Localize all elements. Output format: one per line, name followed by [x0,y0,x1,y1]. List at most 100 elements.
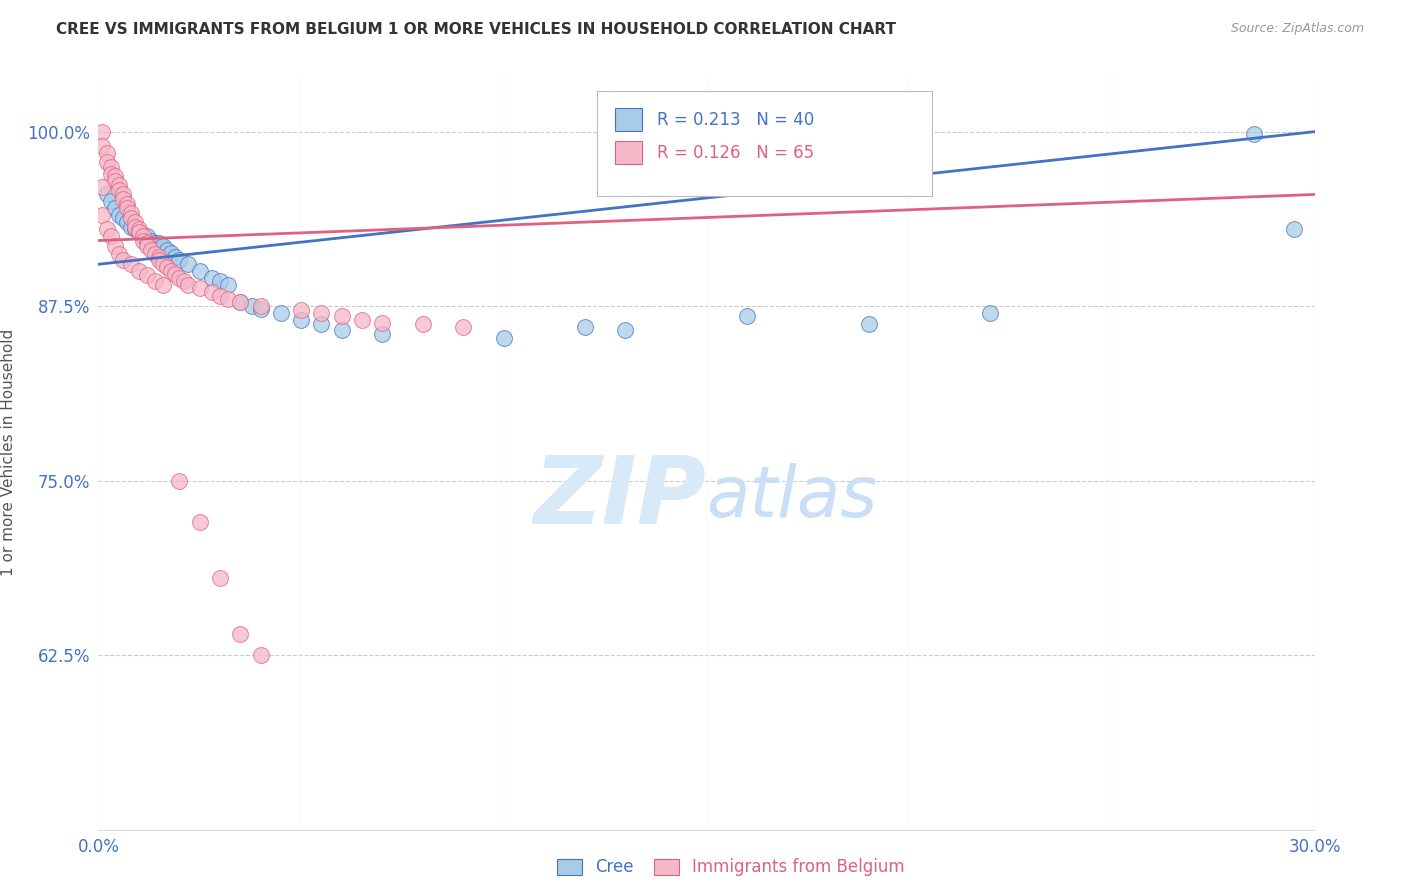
FancyBboxPatch shape [598,91,932,196]
Legend: Cree, Immigrants from Belgium: Cree, Immigrants from Belgium [551,852,911,883]
Point [188,281,211,295]
Point [176,278,198,293]
Point [209,571,232,585]
Point [165,267,187,281]
Y-axis label: 1 or more Vehicles in Household: 1 or more Vehicles in Household [1,329,15,576]
Text: R = 0.213   N = 40: R = 0.213 N = 40 [657,111,814,128]
Point [120,205,142,219]
Point [614,323,637,337]
Point [111,211,134,226]
Point [115,202,138,216]
Point [128,225,150,239]
Point [229,294,252,310]
Point [169,271,191,285]
Point [111,187,134,202]
Point [120,257,142,271]
Point [148,253,170,268]
Point [120,211,142,226]
Point [249,648,271,662]
Point [350,313,373,327]
Point [152,278,174,293]
Point [124,219,146,234]
Point [574,320,596,334]
Point [104,202,127,216]
Point [169,474,191,488]
Point [96,222,118,236]
Point [152,239,174,253]
FancyBboxPatch shape [616,108,643,131]
Point [858,318,880,332]
Point [242,299,264,313]
Point [115,215,138,229]
Point [188,516,211,530]
Point [104,169,127,184]
Point [209,274,232,288]
Point [412,318,434,332]
Point [270,306,292,320]
Point [100,229,122,244]
Point [148,236,170,251]
Point [1284,222,1306,236]
Point [120,219,142,234]
Point [128,222,150,236]
Point [330,309,353,323]
Point [201,271,224,285]
Point [128,264,150,278]
Point [371,316,394,330]
Text: Source: ZipAtlas.com: Source: ZipAtlas.com [1230,22,1364,36]
Point [104,173,127,187]
Point [160,246,183,260]
Point [91,208,114,222]
Point [124,215,146,229]
Point [100,194,122,209]
Point [165,250,187,264]
FancyBboxPatch shape [616,142,643,164]
Point [143,236,166,251]
Point [139,244,162,258]
Text: atlas: atlas [707,464,877,533]
Point [115,197,138,211]
Point [96,187,118,202]
Point [124,222,146,236]
Point [132,229,155,244]
Point [1243,128,1265,142]
Point [156,244,179,258]
Point [330,323,353,337]
Point [107,183,129,197]
Point [96,145,118,160]
Point [229,627,252,641]
Point [96,155,118,169]
Point [132,234,155,248]
Point [979,306,1001,320]
Point [209,289,232,303]
Point [188,264,211,278]
Point [128,225,150,239]
Point [111,192,134,206]
Text: ZIP: ZIP [534,452,707,544]
Point [152,257,174,271]
Point [229,294,252,310]
Point [169,253,191,268]
Point [735,309,758,323]
Point [217,292,239,306]
Point [492,331,515,345]
Point [249,301,271,316]
Point [104,239,127,253]
Point [156,260,179,274]
Point [100,160,122,174]
Point [107,178,129,192]
Point [160,264,183,278]
Point [290,303,312,318]
Point [173,274,195,288]
Point [136,239,159,253]
Point [136,268,159,283]
Point [453,320,475,334]
Point [91,125,114,139]
Point [249,299,271,313]
Text: R = 0.126   N = 65: R = 0.126 N = 65 [657,144,814,161]
Point [139,234,162,248]
Point [91,138,114,153]
Point [143,247,166,261]
Point [100,167,122,181]
Point [107,208,129,222]
